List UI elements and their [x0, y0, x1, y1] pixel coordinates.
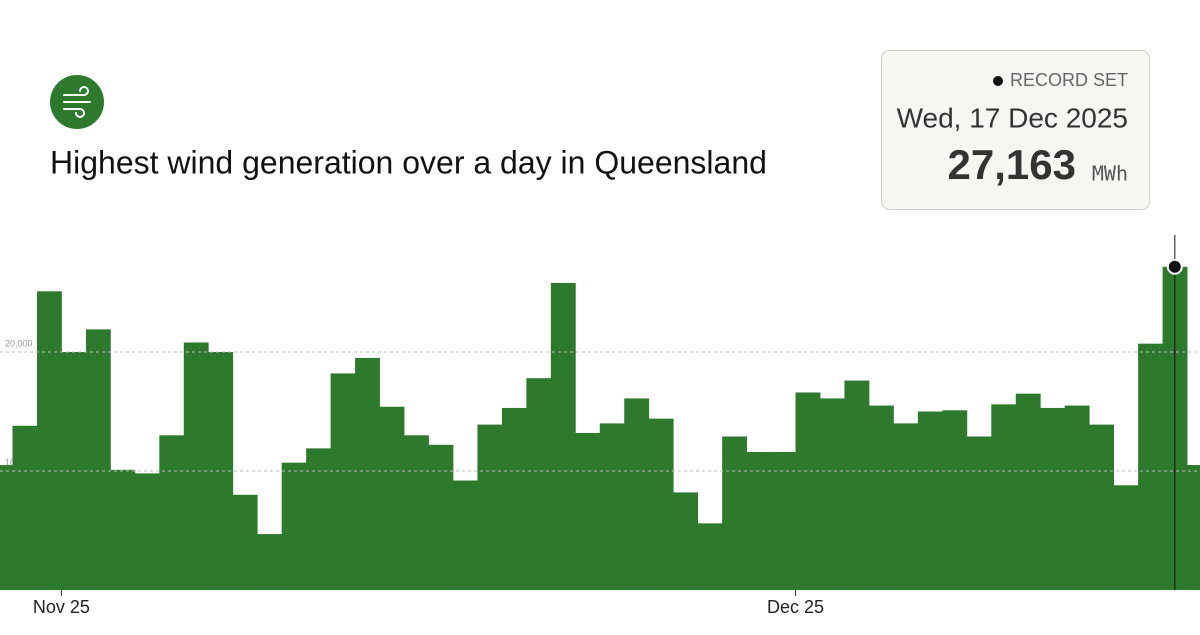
x-tick-label: Dec 25: [767, 597, 824, 617]
x-tick-label: Nov 25: [33, 597, 90, 617]
bar: [36, 291, 62, 590]
bar: [942, 410, 968, 590]
bar: [257, 534, 283, 590]
bar: [183, 342, 209, 590]
bar: [991, 404, 1017, 590]
bar: [868, 405, 894, 590]
bar: [1187, 465, 1200, 590]
bar: [355, 357, 380, 590]
bar: [795, 392, 821, 590]
bar: [281, 462, 307, 590]
bar: [844, 380, 870, 590]
record-point: [1166, 258, 1183, 275]
bar: [306, 448, 332, 590]
bar: [159, 435, 185, 590]
icon: [50, 75, 104, 129]
bar: [599, 423, 625, 590]
bar: [575, 432, 601, 590]
record-unit: MWh: [1092, 162, 1128, 186]
bar: [12, 425, 38, 590]
bar: [1138, 343, 1163, 590]
bar: [648, 418, 674, 590]
bar: [966, 436, 992, 590]
bar: [1064, 405, 1090, 590]
bar: [404, 435, 429, 590]
bar: [0, 465, 13, 590]
bar: [550, 282, 576, 590]
bar: [501, 407, 527, 590]
bar: [917, 411, 943, 590]
bar: [771, 451, 796, 590]
bar: [673, 492, 699, 590]
bar: [1040, 407, 1066, 590]
bar: [722, 436, 747, 590]
bar: [820, 398, 845, 590]
bar: [1089, 424, 1115, 590]
bar: [1015, 393, 1041, 590]
bar: [330, 373, 356, 590]
bar: [746, 451, 772, 590]
bar: [85, 329, 111, 590]
bar: [697, 523, 723, 590]
record-label: RECORD SET: [1010, 70, 1128, 90]
y-tick-label: 20,000: [5, 338, 33, 348]
bar: [526, 378, 552, 590]
record-date: Wed, 17 Dec 2025: [897, 102, 1128, 133]
bar: [110, 469, 136, 590]
bar: [379, 406, 405, 590]
bar: [452, 480, 478, 590]
bar: [1113, 485, 1139, 590]
record-box: RECORD SET Wed, 17 Dec 2025 27,163 MWh: [881, 50, 1150, 210]
chart-title: Highest wind generation over a day in Qu…: [50, 144, 767, 180]
bar: [477, 424, 503, 590]
bar: [232, 494, 258, 590]
record-value: 27,163: [948, 141, 1076, 188]
bar: [893, 423, 919, 590]
bar: [428, 444, 454, 590]
bar: [624, 398, 650, 590]
bar: [134, 473, 160, 590]
